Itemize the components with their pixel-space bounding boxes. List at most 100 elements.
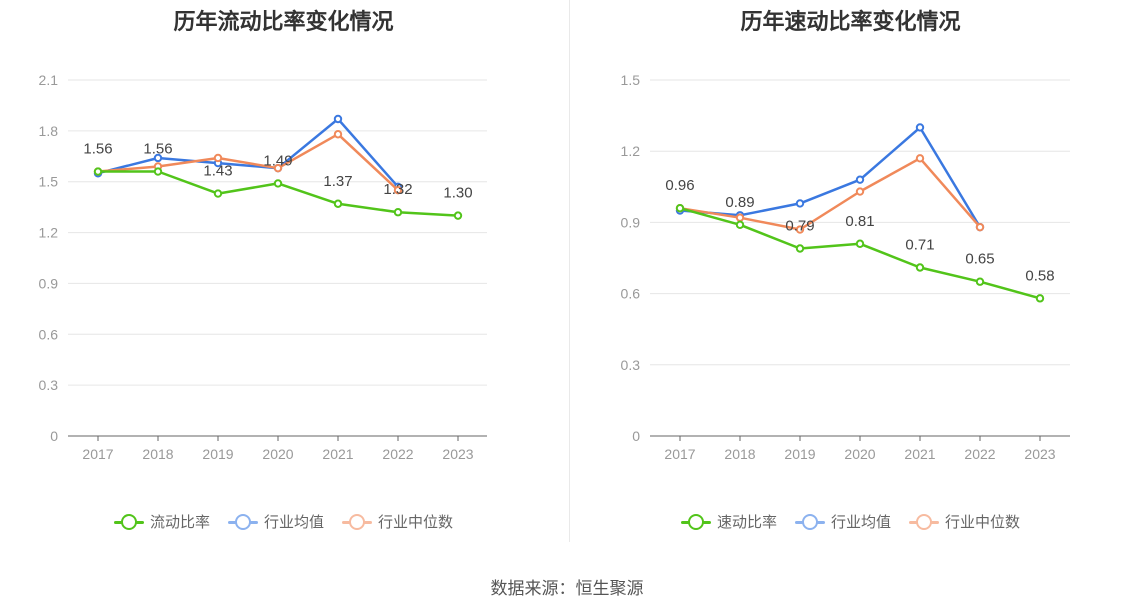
quick-ratio-chart: 0 0.3 0.6 0.9 1.2 1.5 2017 2018 2019 2020 2021 2022…: [621, 72, 1070, 462]
y-tick-label: 0.9: [621, 214, 641, 230]
data-label: 1.49: [263, 152, 292, 169]
current-ratio-chart-panel: 历年流动比率变化情况 0 0.3 0.6 0.9 1.2 1.5 1.8 2.1 2017 201…: [0, 0, 567, 545]
data-point: [855, 187, 865, 196]
data-point: [393, 208, 403, 217]
data-label: 1.30: [443, 185, 472, 202]
legend-label: 行业均值: [263, 514, 324, 531]
data-label: 0.58: [1025, 267, 1054, 284]
x-tick-label: 2021: [322, 446, 353, 462]
legend-label: 流动比率: [149, 514, 210, 531]
y-tick-label: 1.5: [621, 72, 641, 88]
x-tick-label: 2023: [442, 446, 473, 462]
data-source-note: 数据来源：恒生聚源: [490, 579, 644, 598]
data-label: 0.65: [965, 251, 994, 268]
data-point: [855, 175, 865, 184]
x-tick-label: 2017: [82, 446, 113, 462]
x-tick-label: 2023: [1024, 446, 1055, 462]
data-label: 0.89: [725, 194, 754, 211]
data-point: [975, 222, 985, 232]
data-point: [915, 154, 925, 163]
data-point: [975, 277, 985, 286]
x-tick-label: 2020: [262, 446, 293, 462]
y-tick-label: 0: [632, 428, 640, 444]
x-tick-label: 2018: [142, 446, 173, 462]
data-point: [795, 244, 805, 253]
legend-marker-icon: [342, 512, 372, 532]
data-point: [735, 220, 745, 229]
series-line: [97, 132, 399, 192]
data-point: [153, 153, 163, 163]
legend-label: 行业中位数: [378, 514, 454, 531]
data-point: [93, 167, 103, 176]
legend-label: 行业均值: [830, 514, 891, 531]
legend-item-industry-median[interactable]: 行业中位数: [909, 511, 1020, 532]
panel-divider: [569, 0, 570, 542]
data-point: [915, 123, 925, 132]
legend-item-industry-median[interactable]: 行业中位数: [342, 511, 453, 532]
data-label: 1.56: [143, 141, 172, 158]
data-label: 0.96: [665, 177, 694, 194]
x-tick-label: 2022: [964, 446, 995, 462]
legend-label: 速动比率: [716, 514, 777, 531]
y-tick-label: 1.8: [39, 123, 59, 139]
series-line: [679, 157, 981, 231]
data-point: [915, 263, 925, 272]
data-point: [333, 199, 343, 208]
data-point: [153, 167, 163, 176]
legend-marker-icon: [113, 512, 144, 532]
data-point: [213, 153, 223, 163]
y-tick-label: 2.1: [39, 72, 59, 88]
data-point: [735, 213, 745, 222]
data-point: [213, 189, 223, 198]
legend-marker-icon: [680, 512, 711, 532]
series-line: [679, 126, 982, 228]
data-point: [1035, 294, 1045, 303]
legend-label: 行业中位数: [945, 514, 1021, 531]
data-point: [273, 163, 283, 173]
data-label: 0.71: [905, 236, 934, 253]
data-label: 0.81: [845, 213, 874, 230]
x-tick-label: 2020: [844, 446, 875, 462]
x-tick-label: 2022: [382, 446, 413, 462]
current-ratio-chart: 0 0.3 0.6 0.9 1.2 1.5 1.8 2.1 2017 2018 2019 2020 20…: [39, 72, 487, 462]
legend-marker-icon: [794, 512, 825, 532]
data-point: [333, 114, 343, 124]
data-point: [333, 130, 343, 139]
data-point: [675, 203, 685, 213]
chart-title: 历年速动比率变化情况: [740, 9, 961, 34]
data-label: 1.37: [323, 173, 352, 190]
data-label: 1.32: [383, 181, 412, 198]
y-tick-label: 1.2: [39, 225, 59, 241]
legend-marker-icon: [227, 512, 258, 532]
y-tick-label: 0.6: [621, 286, 641, 302]
legend: 流动比率 行业均值 行业中位数: [0, 511, 567, 532]
y-tick-label: 0.3: [39, 377, 59, 393]
data-point: [273, 179, 283, 188]
x-tick-label: 2017: [664, 446, 695, 462]
data-point: [795, 225, 805, 234]
legend-item-current-ratio[interactable]: 流动比率: [113, 511, 210, 532]
x-tick-label: 2021: [904, 446, 935, 462]
data-point: [393, 185, 403, 195]
x-tick-label: 2019: [784, 446, 815, 462]
data-label: 0.79: [785, 218, 814, 235]
series-line: [97, 117, 399, 188]
x-tick-label: 2018: [724, 446, 755, 462]
y-tick-label: 0: [50, 428, 58, 444]
quick-ratio-chart-panel: 历年速动比率变化情况 0 0.3 0.6 0.9 1.2 1.5 2017 2018 2019 2…: [567, 0, 1134, 545]
legend-marker-icon: [909, 512, 939, 532]
x-tick-label: 2019: [202, 446, 233, 462]
legend-item-quick-ratio[interactable]: 速动比率: [680, 511, 777, 532]
legend-item-industry-average[interactable]: 行业均值: [794, 511, 891, 532]
y-tick-label: 1.2: [621, 143, 641, 159]
legend: 速动比率 行业均值 行业中位数: [567, 511, 1134, 532]
data-point: [453, 211, 463, 220]
data-label: 1.43: [203, 163, 232, 180]
data-point: [855, 239, 865, 248]
legend-item-industry-average[interactable]: 行业均值: [227, 511, 324, 532]
y-tick-label: 0.3: [621, 357, 641, 373]
y-tick-label: 1.5: [39, 174, 59, 190]
chart-title: 历年流动比率变化情况: [173, 9, 394, 34]
data-label: 1.56: [83, 141, 112, 158]
y-tick-label: 0.9: [39, 275, 59, 291]
